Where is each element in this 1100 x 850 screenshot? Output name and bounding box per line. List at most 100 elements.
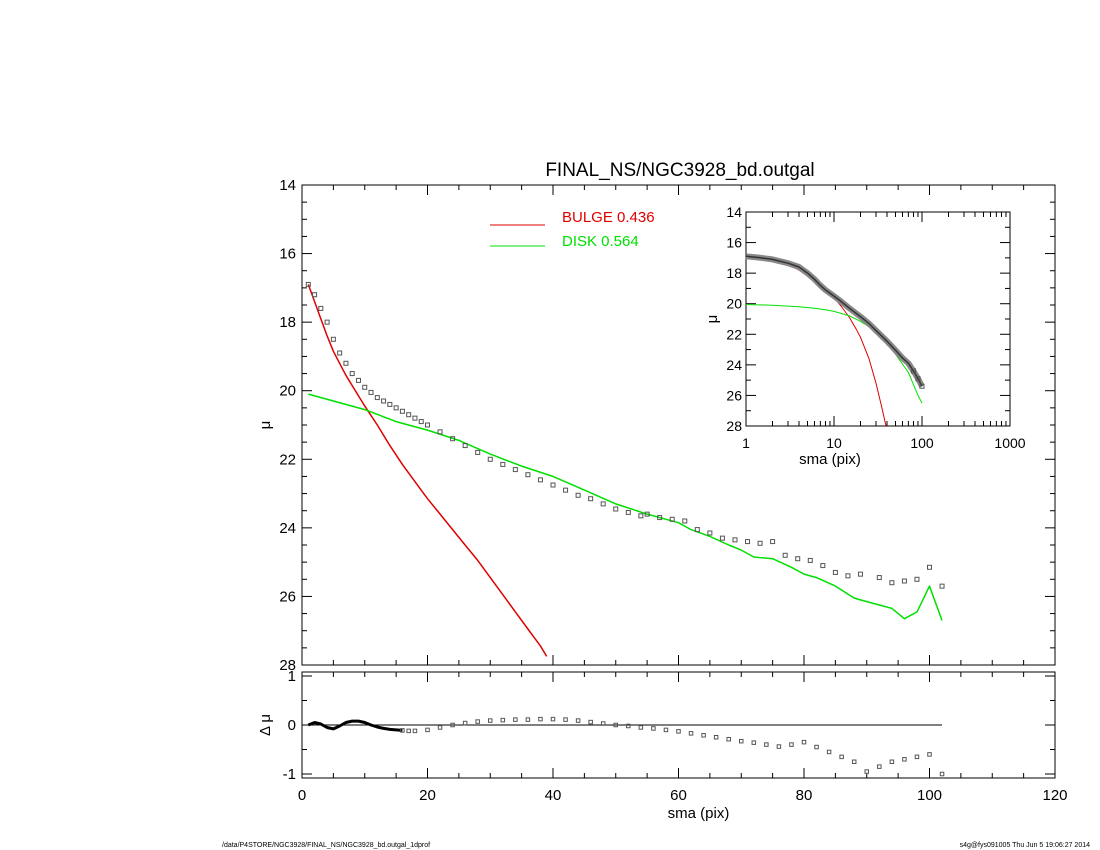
- data-point: [657, 515, 663, 521]
- data-point: [857, 571, 863, 577]
- data-point: [682, 518, 688, 524]
- data-point: [362, 384, 368, 390]
- residual-point: [638, 725, 644, 730]
- data-point: [732, 537, 738, 543]
- inset-disk-line: [745, 304, 923, 404]
- inset-xtick-label: 100: [910, 435, 934, 451]
- data-point: [644, 511, 650, 517]
- resid-ytick-label: 0: [288, 717, 296, 734]
- residual-point: [600, 721, 606, 726]
- data-point: [820, 563, 826, 569]
- residual-point: [563, 717, 568, 722]
- residual-point: [626, 723, 631, 729]
- main-panel: 14 16 18 20 22 24 26 28 μ: [257, 177, 1056, 674]
- data-point: [381, 398, 387, 404]
- resid-xtick-label: 100: [917, 787, 942, 804]
- residual-line: [307, 719, 403, 732]
- residual-point: [726, 736, 731, 742]
- data-point: [550, 482, 556, 488]
- data-point: [694, 527, 700, 533]
- inset-ytick-label: 16: [726, 235, 742, 251]
- resid-xtick-label: 120: [1042, 787, 1067, 804]
- inset-ytick-label: 26: [726, 387, 742, 403]
- residual-point: [513, 717, 518, 722]
- data-point: [770, 539, 776, 545]
- data-point: [393, 405, 399, 411]
- main-ylabel: μ: [257, 421, 274, 430]
- residual-point: [927, 752, 932, 757]
- data-point: [719, 535, 725, 541]
- residual-point: [525, 717, 531, 722]
- data-point: [399, 408, 405, 414]
- data-point: [625, 509, 631, 515]
- data-point: [305, 281, 311, 287]
- residual-point: [889, 759, 895, 764]
- data-point: [425, 422, 430, 428]
- inset-ytick-label: 14: [726, 204, 742, 220]
- data-point: [437, 429, 443, 435]
- residual-point: [538, 716, 543, 722]
- inset-data-point: [915, 376, 921, 382]
- footer-timestamp: s4g@fys091005 Thu Jun 5 19:06:27 2014: [959, 842, 1090, 849]
- main-ytick-label: 18: [279, 314, 296, 331]
- residual-point: [500, 717, 506, 723]
- main-ytick-label: 22: [279, 451, 296, 468]
- residual-point: [651, 726, 656, 731]
- data-point: [324, 319, 330, 325]
- data-point: [563, 487, 569, 493]
- data-point: [525, 472, 531, 478]
- residual-point: [437, 725, 443, 730]
- inset-ytick-label: 22: [726, 326, 742, 342]
- resid-ytick-label: 1: [288, 668, 296, 685]
- residual-point: [801, 739, 807, 745]
- data-point: [669, 516, 675, 522]
- residual-point: [588, 719, 593, 725]
- resid-ylabel: Δ μ: [257, 714, 274, 736]
- footer-path: /data/P4STORE/NGC3928/FINAL_NS/NGC3928_b…: [222, 842, 431, 849]
- residual-point: [851, 759, 857, 764]
- residual-point: [826, 749, 832, 755]
- inset-ytick-label: 20: [726, 296, 742, 312]
- main-ytick-label: 28: [279, 657, 296, 674]
- residual-point: [914, 754, 920, 760]
- residual-point: [425, 727, 430, 733]
- data-point: [638, 513, 644, 519]
- data-point: [387, 401, 393, 407]
- data-point: [795, 556, 801, 562]
- inset-panel: 1 10 100 1000 14 16 18 20 22 24 26 28 sma (pix) μ: [704, 204, 1026, 468]
- data-point: [939, 583, 945, 589]
- inset-data-point: [919, 383, 925, 389]
- residual-point: [701, 733, 706, 738]
- data-point: [462, 443, 468, 449]
- residual-point: [713, 735, 719, 740]
- residual-point: [839, 754, 844, 760]
- data-point: [368, 389, 374, 395]
- residual-point: [751, 740, 757, 745]
- data-point: [349, 371, 355, 377]
- disk-line: [308, 393, 943, 621]
- residual-point: [739, 738, 744, 744]
- residual-point: [663, 727, 669, 733]
- residual-point: [902, 757, 907, 762]
- data-point: [418, 419, 424, 425]
- inset-xlabel: sma (pix): [799, 451, 861, 468]
- inset-background: [746, 212, 1010, 426]
- residual-point: [488, 718, 493, 723]
- residual-point: [676, 729, 681, 734]
- legend-disk-label: DISK 0.564: [562, 233, 639, 250]
- data-point: [512, 467, 518, 473]
- data-point: [450, 436, 456, 442]
- residual-point: [550, 716, 556, 722]
- data-point: [318, 305, 324, 311]
- inset-xtick-label: 1: [742, 435, 750, 451]
- main-ytick-label: 16: [279, 246, 296, 263]
- data-point: [330, 336, 336, 342]
- residual-point: [613, 722, 618, 728]
- main-ytick-label: 24: [279, 520, 296, 537]
- data-point: [889, 580, 895, 586]
- resid-xtick-label: 40: [545, 787, 562, 804]
- data-point: [374, 395, 380, 401]
- residual-point: [764, 742, 769, 747]
- data-point: [745, 539, 751, 545]
